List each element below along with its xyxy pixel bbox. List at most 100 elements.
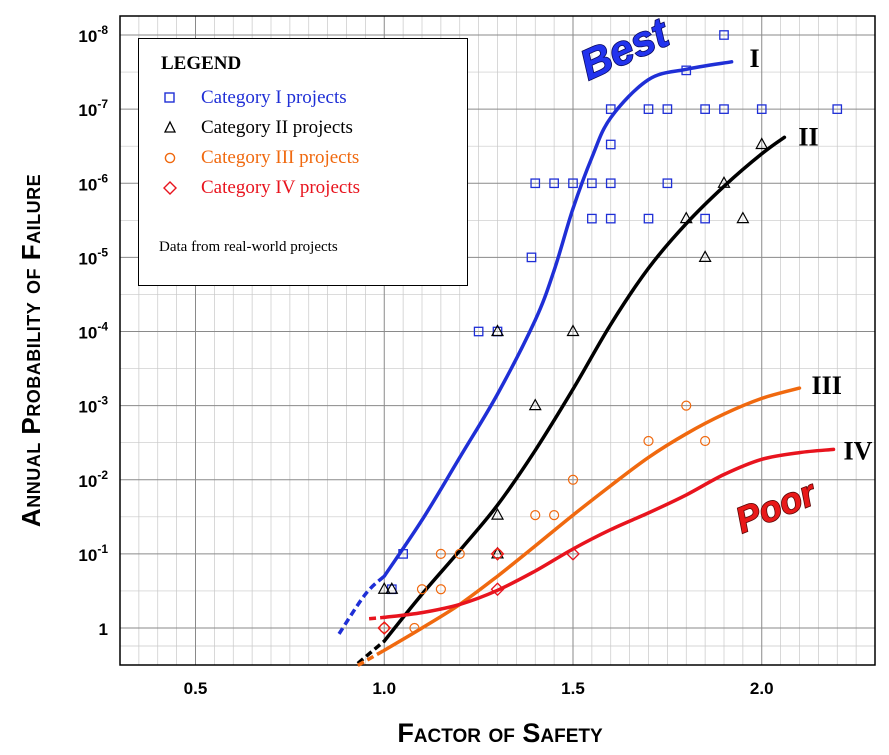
data-point-category-1 bbox=[832, 104, 843, 114]
data-point-category-1 bbox=[643, 104, 654, 114]
data-point-category-3 bbox=[700, 435, 711, 447]
y-tick-label: 10-3 bbox=[78, 394, 108, 417]
legend-item-category-i: Category I projects bbox=[159, 85, 347, 111]
x-tick-label: 1.5 bbox=[561, 679, 585, 698]
data-point-category-2 bbox=[717, 176, 731, 188]
curve-category-2 bbox=[382, 135, 787, 643]
data-point-category-3 bbox=[681, 400, 692, 411]
legend-note: Data from real-world projects bbox=[159, 239, 338, 255]
data-point-category-2 bbox=[679, 211, 693, 224]
data-point-category-1 bbox=[605, 104, 616, 114]
data-point-category-2 bbox=[528, 398, 542, 411]
legend-label-category-i: Category I projects bbox=[201, 87, 347, 108]
y-tick-label: 10-8 bbox=[78, 23, 108, 46]
data-point-category-4 bbox=[490, 582, 505, 597]
data-point-category-2 bbox=[377, 581, 391, 594]
data-point-category-4 bbox=[377, 621, 392, 635]
data-point-category-2 bbox=[490, 507, 505, 520]
circle-marker-icon bbox=[164, 152, 176, 164]
data-point-category-3 bbox=[454, 548, 465, 559]
y-tick-label: 10-2 bbox=[78, 468, 108, 491]
legend: LEGEND Category I projects Category II p… bbox=[138, 38, 468, 286]
legend-title: LEGEND bbox=[161, 53, 242, 74]
data-point-category-4 bbox=[490, 546, 505, 561]
data-point-category-3 bbox=[567, 474, 579, 485]
data-point-category-1 bbox=[605, 213, 616, 224]
data-point-category-3 bbox=[435, 584, 446, 595]
legend-label-category-iv: Category IV projects bbox=[201, 177, 360, 198]
data-point-category-2 bbox=[755, 137, 769, 150]
data-point-category-3 bbox=[643, 435, 654, 447]
data-point-category-3 bbox=[530, 510, 541, 521]
data-point-category-1 bbox=[719, 104, 729, 114]
data-point-category-3 bbox=[409, 622, 420, 634]
y-axis-title: Annual Probability of Failure bbox=[10, 30, 54, 670]
series-label-category-4: IV bbox=[843, 436, 872, 465]
curve-category-1 bbox=[382, 60, 734, 578]
data-point-category-1 bbox=[700, 104, 710, 114]
x-axis-title: Factor of Safety bbox=[397, 718, 603, 748]
data-point-category-1 bbox=[526, 252, 537, 263]
series-label-category-3: III bbox=[812, 371, 842, 400]
legend-label-category-ii: Category II projects bbox=[201, 117, 353, 138]
y-tick-label: 10-4 bbox=[78, 320, 108, 343]
legend-item-category-ii: Category II projects bbox=[159, 115, 353, 141]
data-point-category-1 bbox=[643, 213, 654, 224]
annotation-poor: Poor bbox=[730, 471, 823, 540]
y-tick-label: 10-1 bbox=[78, 542, 108, 565]
data-point-category-2 bbox=[736, 211, 750, 224]
curve-dashed-category-1 bbox=[337, 574, 386, 635]
data-point-category-1 bbox=[605, 178, 616, 189]
grid-major bbox=[120, 16, 875, 665]
data-point-category-3 bbox=[435, 548, 446, 559]
x-axis-ticks: 0.5 1.0 1.5 2.0 bbox=[184, 679, 774, 698]
data-point-category-4 bbox=[566, 546, 580, 561]
data-points bbox=[377, 30, 843, 635]
series-label-category-2: II bbox=[798, 122, 818, 151]
data-point-category-1 bbox=[587, 213, 597, 224]
legend-item-category-iii: Category III projects bbox=[159, 145, 359, 171]
y-axis-title-text: Annual Probability of Failure bbox=[16, 173, 47, 527]
data-point-category-1 bbox=[568, 178, 578, 189]
data-point-category-1 bbox=[605, 139, 616, 150]
data-point-category-1 bbox=[662, 104, 673, 114]
x-tick-label: 0.5 bbox=[184, 679, 208, 698]
x-tick-label: 2.0 bbox=[750, 679, 774, 698]
y-tick-label: 10-6 bbox=[78, 171, 108, 194]
data-point-category-2 bbox=[566, 324, 580, 337]
y-tick-label: 10-5 bbox=[78, 245, 108, 268]
data-point-category-3 bbox=[549, 510, 560, 521]
data-point-category-1 bbox=[662, 178, 673, 189]
data-point-category-1 bbox=[530, 178, 541, 189]
y-tick-label: 1 bbox=[99, 620, 108, 639]
legend-label-category-iii: Category III projects bbox=[201, 147, 360, 168]
data-point-category-1 bbox=[473, 326, 484, 337]
trend-curves bbox=[337, 60, 836, 667]
data-point-category-1 bbox=[398, 549, 408, 559]
data-point-category-1 bbox=[700, 213, 710, 224]
y-tick-label: 10-7 bbox=[78, 97, 108, 120]
data-point-category-1 bbox=[719, 30, 729, 40]
curve-category-4 bbox=[382, 447, 836, 620]
curve-dashed-category-4 bbox=[368, 615, 385, 621]
data-point-category-1 bbox=[587, 178, 597, 189]
triangle-marker-icon bbox=[163, 120, 177, 133]
data-point-category-3 bbox=[492, 548, 503, 559]
series-label-category-1: I bbox=[750, 44, 760, 73]
data-point-category-2 bbox=[490, 324, 505, 337]
data-point-category-1 bbox=[756, 104, 767, 114]
plot-frame bbox=[119, 15, 876, 666]
annotation-best: Best bbox=[573, 8, 677, 89]
data-point-category-1 bbox=[549, 178, 559, 189]
x-tick-label: 1.0 bbox=[372, 679, 396, 698]
data-point-category-2 bbox=[698, 250, 712, 262]
y-axis-ticks: 10-8 10-7 10-6 10-5 10-4 10-3 10-2 10-1 1 bbox=[78, 23, 108, 639]
diamond-marker-icon bbox=[163, 181, 177, 195]
data-point-category-3 bbox=[379, 622, 390, 634]
data-point-category-2 bbox=[385, 581, 399, 594]
data-point-category-3 bbox=[416, 584, 428, 595]
square-marker-icon bbox=[164, 92, 175, 103]
legend-item-category-iv: Category IV projects bbox=[159, 175, 360, 201]
